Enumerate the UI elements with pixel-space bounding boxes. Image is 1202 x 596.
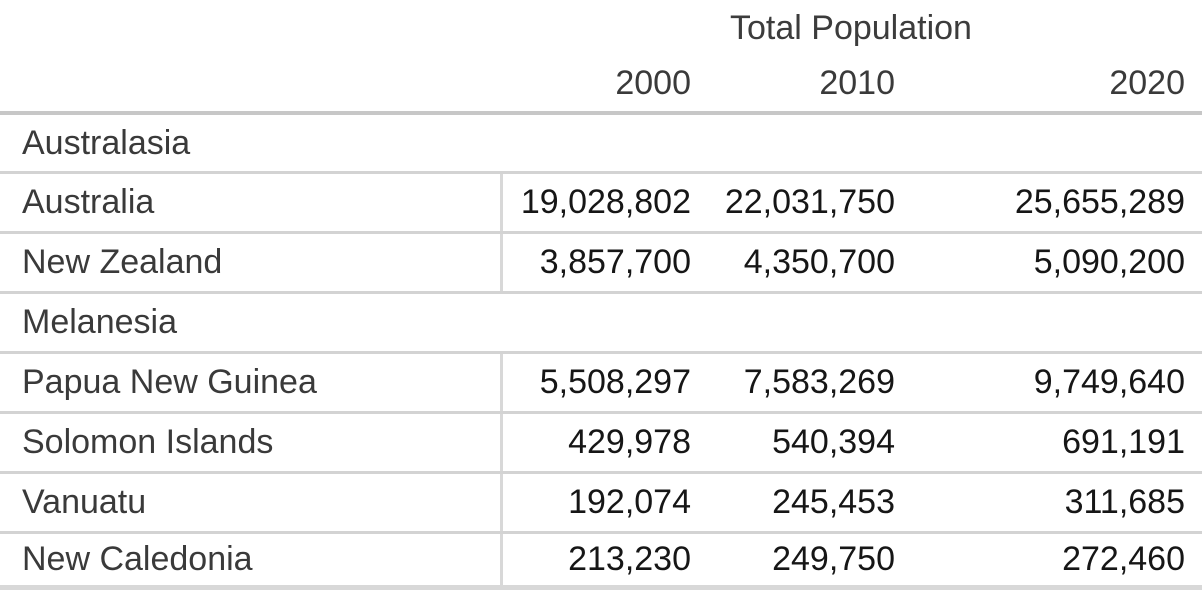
row-values: 429,978 540,394 691,191: [500, 414, 1202, 471]
value-2000: 429,978: [568, 423, 691, 461]
row-values: 19,028,802 22,031,750 25,655,289: [500, 174, 1202, 231]
value-2000: 213,230: [568, 540, 691, 578]
value-2020: 272,460: [1062, 540, 1185, 578]
value-2000: 192,074: [568, 483, 691, 521]
country-label: Papua New Guinea: [22, 363, 317, 401]
value-2010: 4,350,700: [743, 243, 895, 281]
section-label: Australasia: [22, 123, 191, 162]
value-2000: 3,857,700: [539, 243, 691, 281]
country-label: Solomon Islands: [22, 423, 274, 461]
value-2010: 7,583,269: [743, 363, 895, 401]
country-label: New Caledonia: [22, 540, 253, 578]
table-row-solomon-islands: Solomon Islands 429,978 540,394 691,191: [0, 411, 1202, 471]
column-header-2020: 2020: [1109, 64, 1185, 102]
table-row-papua-new-guinea: Papua New Guinea 5,508,297 7,583,269 9,7…: [0, 351, 1202, 411]
value-2020: 25,655,289: [1014, 183, 1185, 221]
row-values: 5,508,297 7,583,269 9,749,640: [500, 354, 1202, 411]
table-row-vanuatu: Vanuatu 192,074 245,453 311,685: [0, 471, 1202, 531]
country-label: Vanuatu: [22, 483, 147, 521]
table-body: Australasia Australia 19,028,802 22,031,…: [0, 111, 1202, 590]
value-2020: 311,685: [1064, 483, 1185, 521]
column-header-2000: 2000: [615, 64, 691, 102]
value-2010: 249,750: [772, 540, 895, 578]
table-title-row: Total Population: [0, 0, 1202, 56]
value-2000: 19,028,802: [520, 183, 691, 221]
table-row-new-caledonia: New Caledonia 213,230 249,750 272,460: [0, 531, 1202, 585]
table-title: Total Population: [730, 8, 972, 47]
value-2020: 9,749,640: [1033, 363, 1185, 401]
value-2020: 5,090,200: [1033, 243, 1185, 281]
country-label: Australia: [22, 183, 155, 221]
value-2010: 540,394: [772, 423, 895, 461]
table-row-australia: Australia 19,028,802 22,031,750 25,655,2…: [0, 171, 1202, 231]
value-2020: 691,191: [1062, 423, 1185, 461]
row-values: 213,230 249,750 272,460: [500, 534, 1202, 585]
value-2000: 5,508,297: [539, 363, 691, 401]
section-label: Melanesia: [22, 303, 177, 341]
section-row-australasia: Australasia: [0, 111, 1202, 171]
year-header-row: 2000 2010 2020: [0, 56, 1202, 111]
table-row-new-zealand: New Zealand 3,857,700 4,350,700 5,090,20…: [0, 231, 1202, 291]
row-values: 3,857,700 4,350,700 5,090,200: [500, 234, 1202, 291]
country-label: New Zealand: [22, 243, 223, 281]
section-row-melanesia: Melanesia: [0, 291, 1202, 351]
value-2010: 22,031,750: [724, 183, 895, 221]
row-values: 192,074 245,453 311,685: [500, 474, 1202, 531]
column-header-2010: 2010: [819, 64, 895, 102]
value-2010: 245,453: [772, 483, 895, 521]
